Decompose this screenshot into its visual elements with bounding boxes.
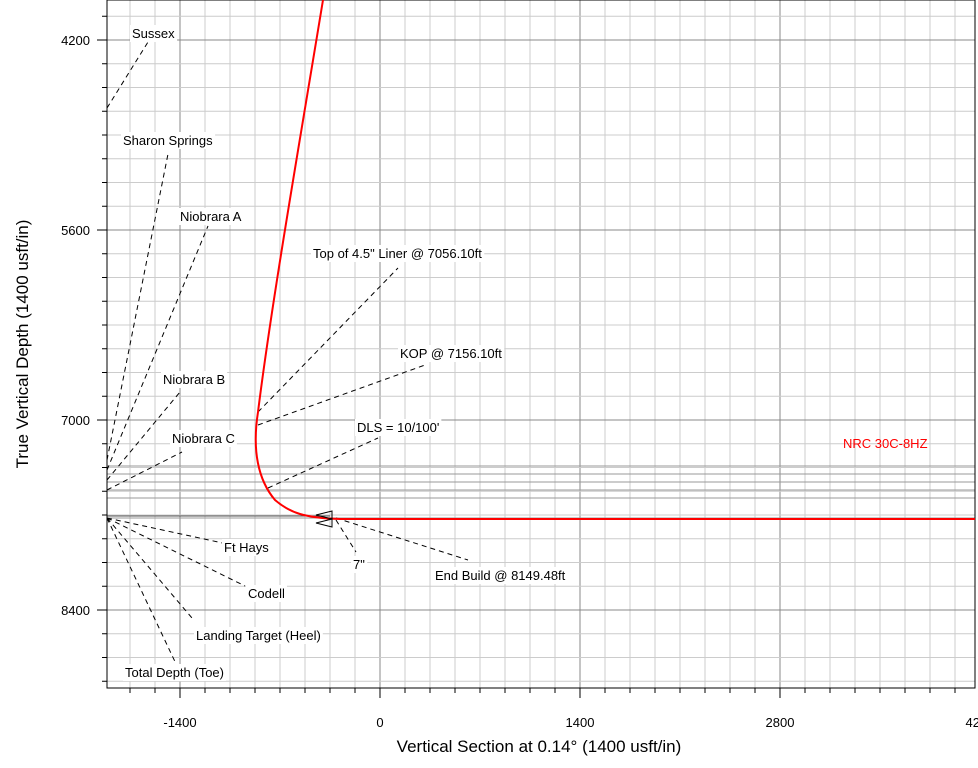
series-legend-label: NRC 30C-8HZ [843, 436, 928, 451]
leader-line [107, 42, 148, 108]
leader-line [336, 520, 356, 552]
x-tick-label: 2800 [766, 715, 795, 730]
label-ft-hays: Ft Hays [224, 540, 269, 555]
x-axis-title: Vertical Section at 0.14° (1400 usft/in) [397, 737, 682, 756]
label-sharon-springs: Sharon Springs [123, 133, 213, 148]
leader-line [107, 452, 182, 490]
label-top-of-liner: Top of 4.5" Liner @ 7056.10ft [313, 246, 482, 261]
y-tick-label: 5600 [61, 223, 90, 238]
label-niobrara-c: Niobrara C [172, 431, 235, 446]
label-total-depth: Total Depth (Toe) [125, 665, 224, 680]
leader-line [268, 438, 378, 488]
y-tick-label: 8400 [61, 603, 90, 618]
label-sussex: Sussex [132, 26, 175, 41]
y-tick-label: 7000 [61, 413, 90, 428]
label-landing-target: Landing Target (Heel) [196, 628, 321, 643]
label-codell: Codell [248, 586, 285, 601]
label-7-inch: 7" [353, 557, 365, 572]
annotation-labels: Sussex Sharon Springs Niobrara A Top of 4.5… [121, 25, 568, 681]
x-tick-label: 0 [376, 715, 383, 730]
axis-ticks [97, 16, 955, 698]
leader-line [258, 365, 425, 425]
label-end-build: End Build @ 8149.48ft [435, 568, 566, 583]
grid [107, 0, 975, 688]
plot-frame [107, 0, 975, 688]
leader-line [107, 154, 168, 460]
formation-lines [107, 466, 975, 518]
label-niobrara-b: Niobrara B [163, 372, 225, 387]
y-tick-label: 4200 [61, 33, 90, 48]
x-tick-label: 1400 [566, 715, 595, 730]
x-tick-label: -1400 [163, 715, 196, 730]
label-niobrara-a: Niobrara A [180, 209, 242, 224]
leader-line [107, 518, 192, 618]
label-dls: DLS = 10/100' [357, 420, 439, 435]
leader-line [258, 268, 398, 412]
x-tick-label: 4200 [966, 715, 978, 730]
leader-line [107, 518, 232, 545]
label-kop: KOP @ 7156.10ft [400, 346, 502, 361]
leader-line [107, 518, 178, 668]
y-axis-title: True Vertical Depth (1400 usft/in) [13, 220, 32, 469]
